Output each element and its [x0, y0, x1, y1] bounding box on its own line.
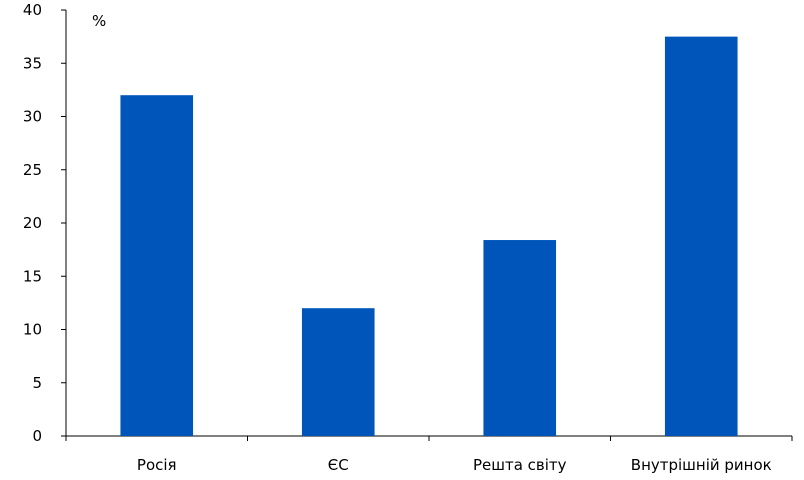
bar [664, 36, 738, 436]
x-axis: Росія ЄС Решта світу Внутрішній ринок [65, 435, 793, 474]
y-tick-label: 0 [32, 427, 42, 445]
y-tick-label: 25 [23, 161, 42, 179]
x-category-label: ЄС [328, 456, 349, 474]
bars [120, 36, 738, 436]
y-axis: 0 5 10 15 20 25 30 35 40 [23, 1, 67, 445]
y-tick-label: 15 [23, 267, 42, 285]
bar [120, 95, 194, 436]
y-tick-label: 10 [23, 321, 42, 339]
y-tick-label: 40 [23, 1, 42, 19]
y-axis-unit-label: % [92, 12, 106, 30]
bar [483, 240, 557, 436]
bar [301, 308, 375, 436]
y-tick-label: 5 [32, 374, 42, 392]
y-tick-label: 30 [23, 108, 42, 126]
x-category-label: Решта світу [473, 456, 567, 474]
x-category-label: Внутрішній ринок [631, 456, 772, 474]
y-tick-label: 35 [23, 54, 42, 72]
y-tick-label: 20 [23, 214, 42, 232]
x-category-label: Росія [137, 456, 177, 474]
